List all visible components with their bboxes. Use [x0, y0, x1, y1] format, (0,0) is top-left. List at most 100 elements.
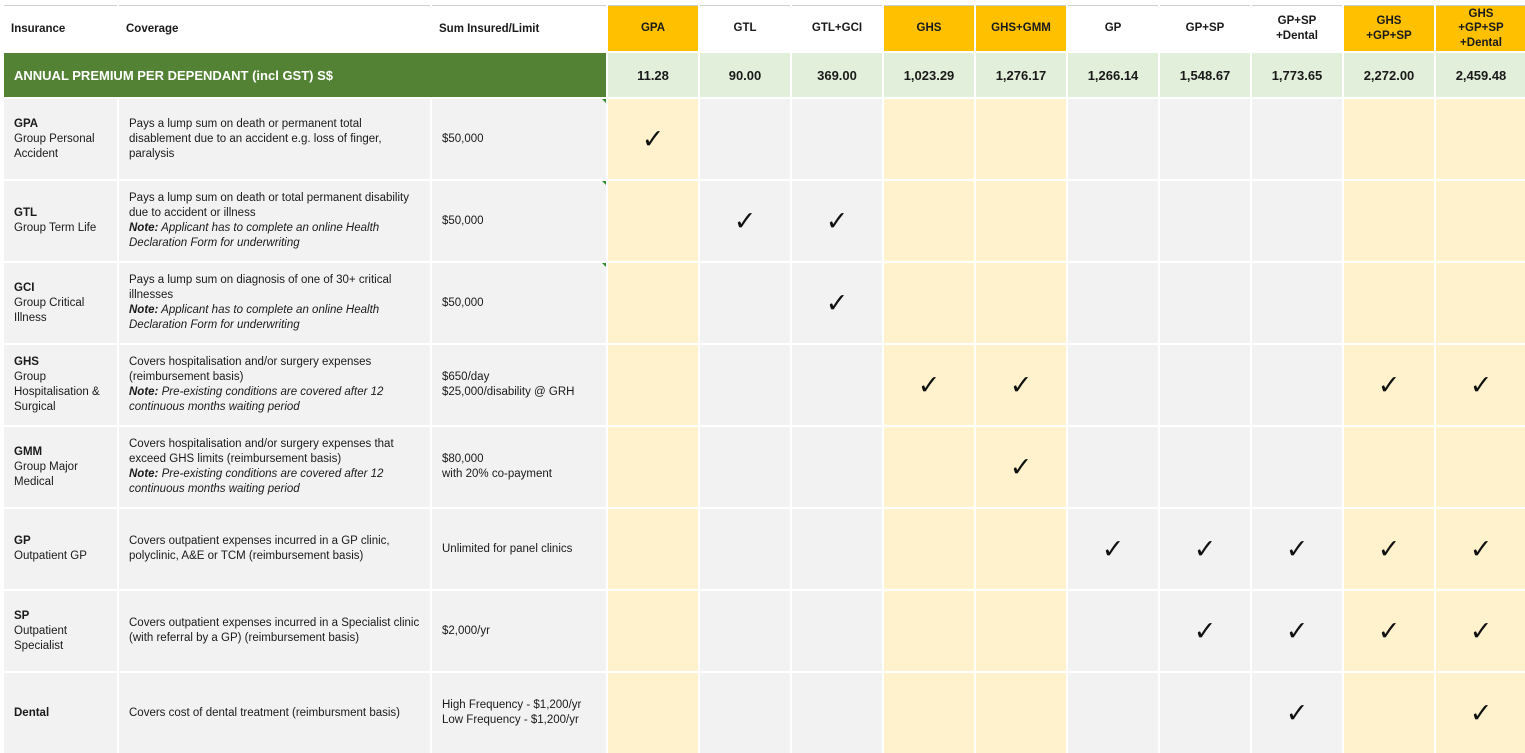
sum-insured-line: Unlimited for panel clinics — [442, 542, 573, 555]
annual-premium-label: ANNUAL PREMIUM PER DEPENDANT (incl GST) … — [4, 53, 606, 97]
insurance-name: Group Personal Accident — [14, 132, 95, 160]
plan-coverage-cell: ✓ — [1436, 673, 1525, 753]
insurance-name: Group Major Medical — [14, 460, 78, 488]
sum-insured-cell: $2,000/yr — [432, 591, 606, 671]
plan-coverage-cell — [884, 427, 974, 507]
plan-coverage-cell — [1436, 427, 1525, 507]
note-text: Pre-existing conditions are covered afte… — [129, 386, 384, 413]
coverage-cell: Covers outpatient expenses incurred in a… — [119, 509, 430, 589]
insurance-code: Dental — [14, 706, 50, 719]
plan-coverage-cell — [1344, 263, 1434, 343]
coverage-note: Note: Applicant has to complete an onlin… — [129, 221, 420, 251]
coverage-description: Covers hospitalisation and/or surgery ex… — [129, 356, 372, 383]
plan-header: GP — [1068, 5, 1158, 51]
insurance-code: GMM — [14, 445, 43, 458]
plan-header: GHS +GP+SP — [1344, 5, 1434, 51]
insurance-cell: GCI Group Critical Illness — [4, 263, 117, 343]
plan-coverage-cell — [1344, 427, 1434, 507]
comment-marker-icon — [602, 263, 606, 267]
checkmark-icon: ✓ — [1285, 615, 1309, 647]
sum-insured-cell: Unlimited for panel clinics — [432, 509, 606, 589]
insurance-code: GPA — [14, 117, 39, 130]
plan-coverage-cell — [792, 673, 882, 753]
premium-value: 90.00 — [700, 53, 790, 97]
plan-coverage-cell: ✓ — [608, 99, 698, 179]
plan-coverage-cell — [884, 591, 974, 671]
premium-value: 1,023.29 — [884, 53, 974, 97]
checkmark-icon: ✓ — [1009, 369, 1033, 401]
checkmark-icon: ✓ — [1377, 615, 1401, 647]
insurance-code: GHS — [14, 356, 39, 368]
note-label: Note: — [129, 468, 159, 480]
checkmark-icon: ✓ — [1193, 533, 1217, 565]
plan-coverage-cell — [1068, 345, 1158, 425]
plan-coverage-cell — [1068, 427, 1158, 507]
checkmark-icon: ✓ — [1469, 697, 1493, 729]
plan-coverage-cell — [1252, 263, 1342, 343]
coverage-note: Note: Applicant has to complete an onlin… — [129, 303, 420, 333]
checkmark-icon: ✓ — [1377, 533, 1401, 565]
plan-coverage-cell — [1436, 263, 1525, 343]
coverage-cell: Covers outpatient expenses incurred in a… — [119, 591, 430, 671]
insurance-cell: GHS Group Hospitalisation & Surgical — [4, 345, 117, 425]
checkmark-icon: ✓ — [641, 123, 665, 155]
plan-header: GP+SP +Dental — [1252, 5, 1342, 51]
plan-coverage-cell — [1068, 591, 1158, 671]
premium-value: 11.28 — [608, 53, 698, 97]
checkmark-icon: ✓ — [917, 369, 941, 401]
note-label: Note: — [129, 222, 159, 234]
plan-coverage-cell — [792, 591, 882, 671]
header-sum-insured: Sum Insured/Limit — [432, 5, 606, 51]
premium-value: 1,266.14 — [1068, 53, 1158, 97]
plan-coverage-cell — [1252, 427, 1342, 507]
plan-coverage-cell — [884, 673, 974, 753]
plan-coverage-cell: ✓ — [1436, 509, 1525, 589]
insurance-name: Outpatient GP — [14, 550, 87, 562]
sum-insured-line: $50,000 — [442, 214, 484, 227]
plan-header: GHS+GMM — [976, 5, 1066, 51]
coverage-description: Covers cost of dental treatment (reimbur… — [129, 706, 400, 719]
checkmark-icon: ✓ — [1193, 615, 1217, 647]
sum-insured-line: $2,000/yr — [442, 624, 490, 637]
sum-insured-line: $50,000 — [442, 132, 484, 145]
note-text: Applicant has to complete an online Heal… — [129, 304, 380, 331]
coverage-description: Covers hospitalisation and/or surgery ex… — [129, 438, 394, 465]
insurance-code: GTL — [14, 207, 37, 219]
plan-header: GPA — [608, 5, 698, 51]
plan-coverage-cell — [792, 99, 882, 179]
insurance-cell: SP Outpatient Specialist — [4, 591, 117, 671]
plan-coverage-cell — [1252, 181, 1342, 261]
plan-coverage-cell — [700, 591, 790, 671]
note-text: Pre-existing conditions are covered afte… — [129, 468, 384, 495]
coverage-note: Note: Pre-existing conditions are covere… — [129, 467, 420, 497]
checkmark-icon: ✓ — [1009, 451, 1033, 483]
plan-coverage-cell: ✓ — [884, 345, 974, 425]
plan-coverage-cell: ✓ — [1160, 591, 1250, 671]
plan-coverage-cell — [1252, 345, 1342, 425]
plan-coverage-cell: ✓ — [1160, 509, 1250, 589]
plan-coverage-cell: ✓ — [1344, 345, 1434, 425]
plan-coverage-cell — [1344, 99, 1434, 179]
comment-marker-icon — [602, 99, 606, 103]
insurance-cell: GMM Group Major Medical — [4, 427, 117, 507]
sum-insured-cell: $80,000 with 20% co-payment — [432, 427, 606, 507]
plan-header: GHS +GP+SP +Dental — [1436, 5, 1525, 51]
checkmark-icon: ✓ — [1469, 533, 1493, 565]
sum-insured-line: High Frequency - $1,200/yr — [442, 699, 582, 711]
plan-coverage-cell — [976, 673, 1066, 753]
header-coverage: Coverage — [119, 5, 430, 51]
plan-coverage-cell — [792, 509, 882, 589]
plan-coverage-cell — [700, 427, 790, 507]
insurance-cell: GP Outpatient GP — [4, 509, 117, 589]
insurance-cell: GPA Group Personal Accident — [4, 99, 117, 179]
insurance-name: Group Term Life — [14, 222, 97, 234]
plan-coverage-cell — [976, 263, 1066, 343]
plan-coverage-cell: ✓ — [1436, 345, 1525, 425]
checkmark-icon: ✓ — [1377, 369, 1401, 401]
plan-header: GTL — [700, 5, 790, 51]
sum-insured-line: $50,000 — [442, 296, 484, 309]
plan-coverage-cell — [1068, 99, 1158, 179]
plan-coverage-cell — [1436, 181, 1525, 261]
plan-coverage-cell — [1068, 673, 1158, 753]
checkmark-icon: ✓ — [1101, 533, 1125, 565]
